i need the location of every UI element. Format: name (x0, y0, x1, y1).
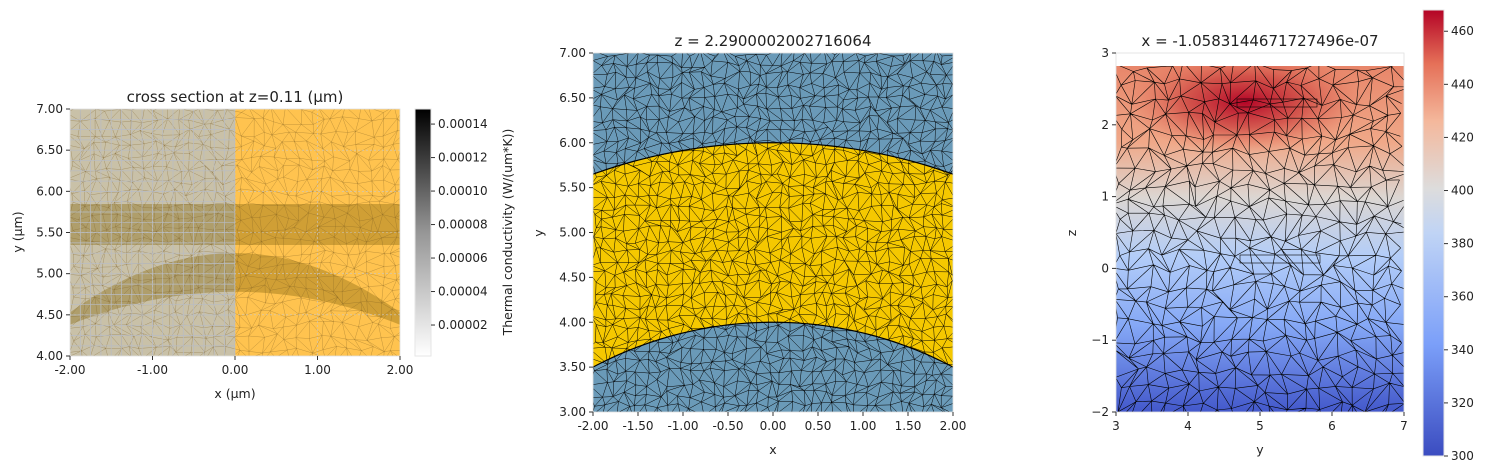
colorbar-tick-label: 420 (1451, 130, 1474, 144)
colorbar-tick-label: 440 (1451, 77, 1474, 91)
colorbar-tick-label: 0.00002 (438, 318, 488, 332)
hotspot (1125, 66, 1365, 154)
waveguide-outline (1239, 254, 1321, 264)
panel2-ticks: -2.00 -1.50 -1.00 -0.50 0.00 0.50 1.00 1.50 2.00… (559, 46, 966, 433)
colorbar1-ticks: 0.00002 0.00004 0.00006 0.00008 0.00010 0.000… (431, 117, 488, 332)
colorbar-tick-label: 400 (1451, 184, 1474, 198)
panel1-ticks: -2.00 -1.00 0.00 1.00 2.00 4.00 4.50 5.00 5.50 6.… (36, 102, 413, 377)
mesh-lines (1116, 66, 1404, 412)
x-tick-label: 0.00 (760, 419, 787, 433)
conductivity-colorbar (414, 108, 432, 357)
colorbar1-label: Thermal conductivity (W/(um*K)) (500, 129, 515, 337)
y-tick-label: 4.00 (559, 315, 586, 329)
x-tick-label: -2.00 (54, 363, 85, 377)
y-tick-label: −1 (1091, 333, 1109, 347)
colorbar3-ticks: 300 320 340 360 380 400 420 440 460 (1444, 24, 1474, 463)
y-tick-label: 3 (1101, 46, 1109, 60)
panel2-xlabel: x (769, 442, 776, 457)
mesh-edges (70, 109, 400, 356)
x-tick-label: 0.50 (805, 419, 832, 433)
mesh-lines (593, 53, 953, 412)
panel3-ylabel: z (1064, 229, 1079, 236)
x-tick-label: 0.00 (222, 363, 249, 377)
x-tick-label: 1.50 (895, 419, 922, 433)
colorbar-tick-label: 300 (1451, 449, 1474, 463)
panel1-ylabel: y (µm) (10, 211, 25, 252)
y-tick-label: 5.50 (559, 181, 586, 195)
x-tick-label: -1.00 (137, 363, 168, 377)
panel2-ylabel: y (531, 229, 546, 237)
x-tick-label: 1.00 (304, 363, 331, 377)
x-tick-label: -0.50 (712, 419, 743, 433)
y-tick-label: 4.00 (36, 349, 63, 363)
colorbar-tick-label: 0.00004 (438, 285, 488, 299)
y-tick-label: 6.00 (559, 136, 586, 150)
y-tick-label: 4.50 (559, 270, 586, 284)
x-tick-label: 2.00 (387, 363, 414, 377)
y-tick-label: 1 (1101, 190, 1109, 204)
y-tick-label: 6.50 (36, 143, 63, 157)
colorbar-tick-label: 460 (1451, 24, 1474, 38)
y-tick-label: 6.00 (36, 184, 63, 198)
colorbar-tick-label: 340 (1451, 343, 1474, 357)
grid-lines (70, 109, 400, 356)
y-tick-label: 5.50 (36, 226, 63, 240)
x-tick-label: 2.00 (940, 419, 967, 433)
panel3-ticks: 3 4 5 6 7 −2 −1 0 1 2 3 (1091, 46, 1408, 433)
colorbar-tick-label: 0.00014 (438, 117, 488, 131)
colorbar-tick-label: 0.00012 (438, 151, 488, 165)
panel1-title: cross section at z=0.11 (µm) (127, 88, 344, 106)
colorbar-tick-label: 0.00006 (438, 251, 488, 265)
colorbar-tick-label: 0.00010 (438, 184, 488, 198)
y-tick-label: 0 (1101, 261, 1109, 275)
panel2-title: z = 2.2900002002716064 (675, 32, 872, 50)
temperature-colorbar (1422, 9, 1445, 457)
heater-outline (1236, 98, 1318, 108)
x-tick-label: 3 (1112, 419, 1120, 433)
panel-x-slice: x = -1.0583144671727496e-07 3 4 5 6 7 −2 −1 0 1 2… (1064, 9, 1474, 463)
panel3-xlabel: y (1256, 442, 1264, 457)
x-tick-label: 5 (1256, 419, 1264, 433)
y-tick-label: 7.00 (36, 102, 63, 116)
x-tick-label: -1.50 (622, 419, 653, 433)
y-tick-label: 5.00 (36, 267, 63, 281)
x-tick-label: 6 (1328, 419, 1336, 433)
x-tick-label: 4 (1184, 419, 1192, 433)
panel-z-slice: z = 2.2900002002716064 -2.00 -1.50 -1.00 -0… (531, 32, 966, 457)
colorbar-tick-label: 0.00008 (438, 218, 488, 232)
y-tick-label: 3.50 (559, 360, 586, 374)
mesh-edges (1116, 66, 1404, 412)
y-tick-label: 4.50 (36, 308, 63, 322)
mesh-edges (593, 53, 953, 412)
colorbar-tick-label: 360 (1451, 290, 1474, 304)
y-tick-label: 7.00 (559, 46, 586, 60)
x-tick-label: -1.00 (667, 419, 698, 433)
mesh-lines (70, 109, 400, 356)
x-tick-label: 7 (1400, 419, 1408, 433)
grid-squares (70, 109, 236, 356)
panel3-title: x = -1.0583144671727496e-07 (1141, 32, 1378, 50)
panel1-xlabel: x (µm) (214, 386, 255, 401)
y-tick-label: 3.00 (559, 405, 586, 419)
y-tick-label: 6.50 (559, 91, 586, 105)
x-tick-label: 1.00 (850, 419, 877, 433)
x-tick-label: -2.00 (577, 419, 608, 433)
panel-cross-section: cross section at z=0.11 (µm) -2.00 -1.00 0… (10, 88, 515, 401)
colorbar-tick-label: 320 (1451, 396, 1474, 410)
y-tick-label: −2 (1091, 405, 1109, 419)
colorbar-tick-label: 380 (1451, 237, 1474, 251)
y-tick-label: 5.00 (559, 226, 586, 240)
y-tick-label: 2 (1101, 118, 1109, 132)
